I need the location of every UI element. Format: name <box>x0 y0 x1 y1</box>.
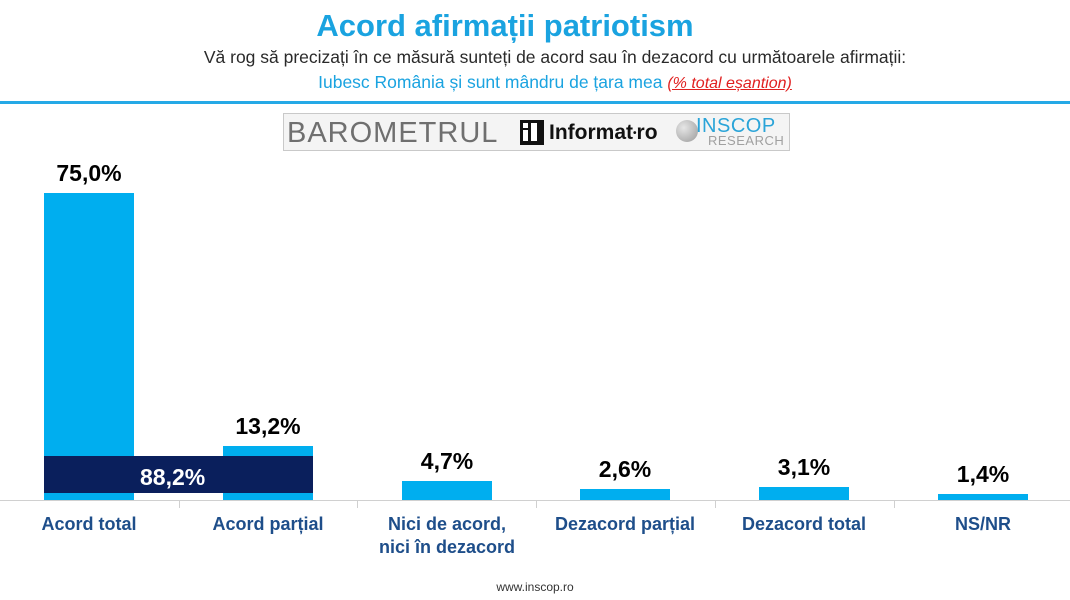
value-label: 2,6% <box>598 456 652 482</box>
value-label: 75,0% <box>56 160 122 186</box>
combined-agreement-bar: 88,2% <box>44 456 313 493</box>
bar-3 <box>402 481 492 500</box>
informat-wordmark: Informat•ro <box>549 121 658 145</box>
inscop-globe-icon <box>676 120 698 142</box>
category-label: Dezacord parțial <box>554 514 696 534</box>
statement-text: Iubesc România și sunt mândru de țara me… <box>318 72 663 92</box>
sample-note: (% total eșantion) <box>667 75 792 92</box>
informat-ro: ro <box>636 121 658 144</box>
axis-tick <box>357 500 358 508</box>
category-label: Acord parțial <box>212 514 324 534</box>
axis-tick <box>536 500 537 508</box>
chart-title: Acord afirmații patriotism <box>316 8 694 43</box>
value-label: 3,1% <box>777 454 831 480</box>
axis-tick <box>715 500 716 508</box>
value-label: 1,4% <box>956 461 1010 487</box>
value-label: 13,2% <box>235 413 301 439</box>
axis-tick <box>179 500 180 508</box>
question-text: Vă rog să precizați în ce măsură sunteți… <box>203 47 907 67</box>
category-label: Nici de acord, nici în dezacord <box>378 514 516 557</box>
category-label: NS/NR <box>954 514 1011 534</box>
x-axis <box>0 500 1070 501</box>
bar-4 <box>580 489 670 500</box>
barometer-logo: BAROMETRUL Informat•ro INSCOP RESEARCH <box>283 113 790 151</box>
axis-tick <box>894 500 895 508</box>
informat-text: Informat <box>549 121 633 144</box>
statement-line: Iubesc România și sunt mândru de țara me… <box>0 72 1070 93</box>
bar-5 <box>759 487 849 500</box>
informat-icon <box>520 120 544 145</box>
bar-6 <box>938 494 1028 500</box>
header-divider <box>0 101 1070 104</box>
category-label: Acord total <box>41 514 137 534</box>
inscop-wordmark: INSCOP <box>696 115 776 137</box>
category-label: Dezacord total <box>741 514 867 534</box>
value-label: 4,7% <box>420 448 474 474</box>
barometru-wordmark: BAROMETRUL <box>287 117 499 149</box>
informat-dot: • <box>633 127 637 139</box>
bar-1 <box>44 193 134 500</box>
research-wordmark: RESEARCH <box>708 133 785 148</box>
footer-url: www.inscop.ro <box>496 580 574 594</box>
